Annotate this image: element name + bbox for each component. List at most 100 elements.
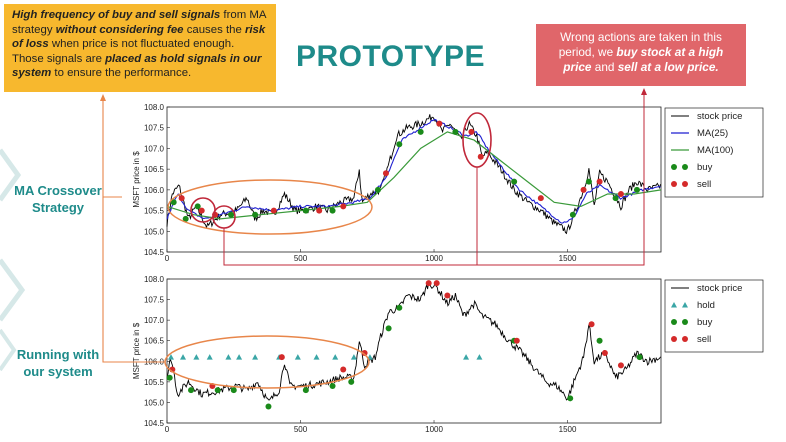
plot-frame: [166, 278, 662, 424]
sell-marker: [178, 195, 185, 202]
legend-label: stock price: [697, 283, 742, 294]
y-tick-label: 106.5: [144, 337, 165, 346]
sell-marker: [444, 292, 451, 299]
buy-marker: [182, 215, 189, 222]
buy-marker: [302, 387, 309, 394]
legend-swatch: [671, 319, 677, 325]
legend-label: MA(100): [697, 145, 733, 156]
red-note-box: Wrong actions are taken in this period, …: [536, 24, 746, 86]
buy-marker: [636, 354, 643, 361]
ma25-line: [166, 118, 661, 224]
sell-marker: [468, 128, 475, 135]
annotation-connector: [102, 197, 165, 363]
hold-marker: [206, 354, 213, 360]
buy-marker: [585, 178, 592, 185]
sell-marker: [436, 120, 443, 127]
legend-swatch: [682, 319, 688, 325]
buy-marker: [166, 374, 173, 381]
label-ma-crossover: MA Crossover Strategy: [14, 183, 102, 215]
note-text-segment: to ensure the performance.: [51, 67, 192, 80]
y-tick-label: 105.0: [144, 227, 165, 236]
hold-marker: [294, 354, 301, 360]
y-tick-label: 106.5: [144, 165, 165, 174]
legend-swatch: [671, 302, 677, 308]
plot-frame: [166, 106, 662, 253]
sell-marker: [361, 350, 368, 357]
legend-label: buy: [697, 162, 713, 173]
decorative-chevrons: [0, 148, 26, 372]
y-tick-label: 107.0: [144, 316, 165, 325]
legend-label: MA(25): [697, 128, 728, 139]
buy-marker: [252, 211, 259, 218]
note-text-segment: causes the: [183, 23, 245, 36]
sell-marker: [382, 170, 389, 177]
y-tick-label: 104.5: [144, 419, 165, 428]
buy-marker: [188, 387, 195, 394]
buy-marker: [194, 203, 201, 210]
legend-swatch: [682, 164, 688, 170]
sell-marker: [278, 354, 285, 361]
note-text-segment: and: [591, 60, 618, 74]
y-tick-label: 108.0: [144, 103, 165, 112]
x-tick-label: 1500: [559, 425, 577, 434]
sell-marker: [198, 207, 205, 214]
buy-marker: [567, 395, 574, 402]
buy-marker: [612, 195, 619, 202]
buy-marker: [511, 178, 518, 185]
sell-marker: [617, 191, 624, 197]
sell-marker: [477, 153, 484, 160]
buy-marker: [396, 304, 403, 311]
note-text-segment: High frequency of buy and sell signals: [12, 9, 221, 21]
buy-marker: [385, 325, 392, 332]
buy-marker: [302, 207, 309, 214]
buy-marker: [348, 378, 355, 385]
x-tick-label: 500: [294, 254, 308, 263]
buy-marker: [265, 403, 272, 410]
hold-marker: [476, 354, 483, 360]
legend-swatch: [682, 181, 688, 187]
page-title: PROTOTYPE: [296, 40, 485, 73]
y-axis-label: MSFT price in $: [132, 151, 141, 208]
legend-label: hold: [697, 300, 715, 311]
buy-marker: [374, 186, 381, 193]
yellow-note-box: High frequency of buy and sell signals f…: [4, 4, 276, 92]
note-text-segment: placed as hold signals in our system: [12, 52, 262, 80]
note-text-segment: Wrong actions are taken in this period, …: [558, 30, 722, 59]
x-tick-label: 1000: [425, 425, 443, 434]
sell-marker: [425, 280, 432, 287]
legend-box: [664, 107, 764, 198]
x-tick-label: 0: [165, 254, 170, 263]
note-text-segment: sell at a low price.: [617, 60, 719, 74]
legend-box: [664, 279, 764, 353]
note-text-segment: risk of loss: [12, 23, 266, 51]
hold-marker: [350, 354, 357, 360]
hold-marker: [180, 354, 187, 360]
buy-marker: [214, 387, 221, 394]
x-tick-label: 500: [294, 425, 308, 434]
hold-marker: [168, 354, 175, 360]
sell-marker: [596, 178, 603, 185]
note-text-segment: without considering fee: [55, 23, 184, 36]
y-axis-label: MSFT price in $: [132, 322, 141, 379]
sell-marker: [580, 186, 587, 193]
legend-swatch: [671, 181, 677, 187]
buy-marker: [417, 128, 424, 135]
y-tick-label: 105.5: [144, 207, 165, 216]
y-tick-label: 107.0: [144, 144, 165, 153]
y-tick-label: 105.5: [144, 378, 165, 387]
buy-marker: [633, 186, 640, 193]
hold-marker: [252, 354, 259, 360]
legend-label: sell: [697, 334, 711, 345]
y-tick-label: 104.5: [144, 248, 165, 257]
y-tick-label: 107.5: [144, 124, 165, 133]
buy-marker: [452, 128, 459, 135]
sell-marker: [316, 207, 323, 214]
y-tick-label: 107.5: [144, 296, 165, 305]
y-tick-label: 106.0: [144, 186, 165, 195]
hold-marker: [313, 354, 320, 360]
legend-swatch: [682, 302, 688, 308]
sell-marker: [340, 366, 347, 373]
sell-marker: [617, 362, 624, 369]
sell-marker: [433, 280, 440, 287]
